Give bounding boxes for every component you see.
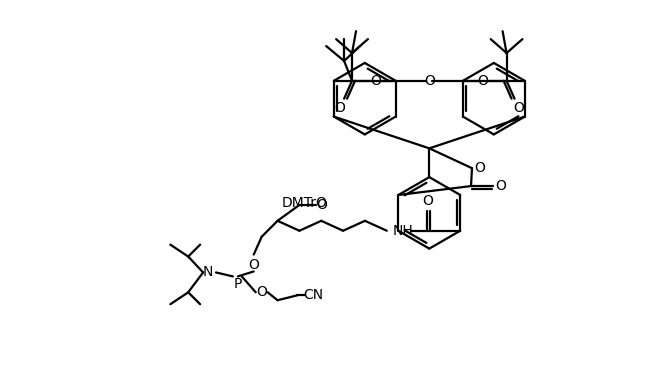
Text: N: N [203,266,213,280]
Text: O: O [513,101,524,115]
Text: O: O [248,257,259,271]
Text: DMTrO: DMTrO [281,196,327,210]
Text: NH: NH [392,224,413,238]
Text: O: O [370,74,381,88]
Text: O: O [334,101,346,115]
Text: O: O [422,194,433,208]
Text: O: O [495,179,506,193]
Text: O: O [475,161,485,175]
Text: CN: CN [303,288,323,302]
Text: O: O [316,198,327,212]
Text: P: P [233,277,242,291]
Text: O: O [477,74,488,88]
Text: O: O [424,74,435,88]
Text: O: O [256,285,267,299]
